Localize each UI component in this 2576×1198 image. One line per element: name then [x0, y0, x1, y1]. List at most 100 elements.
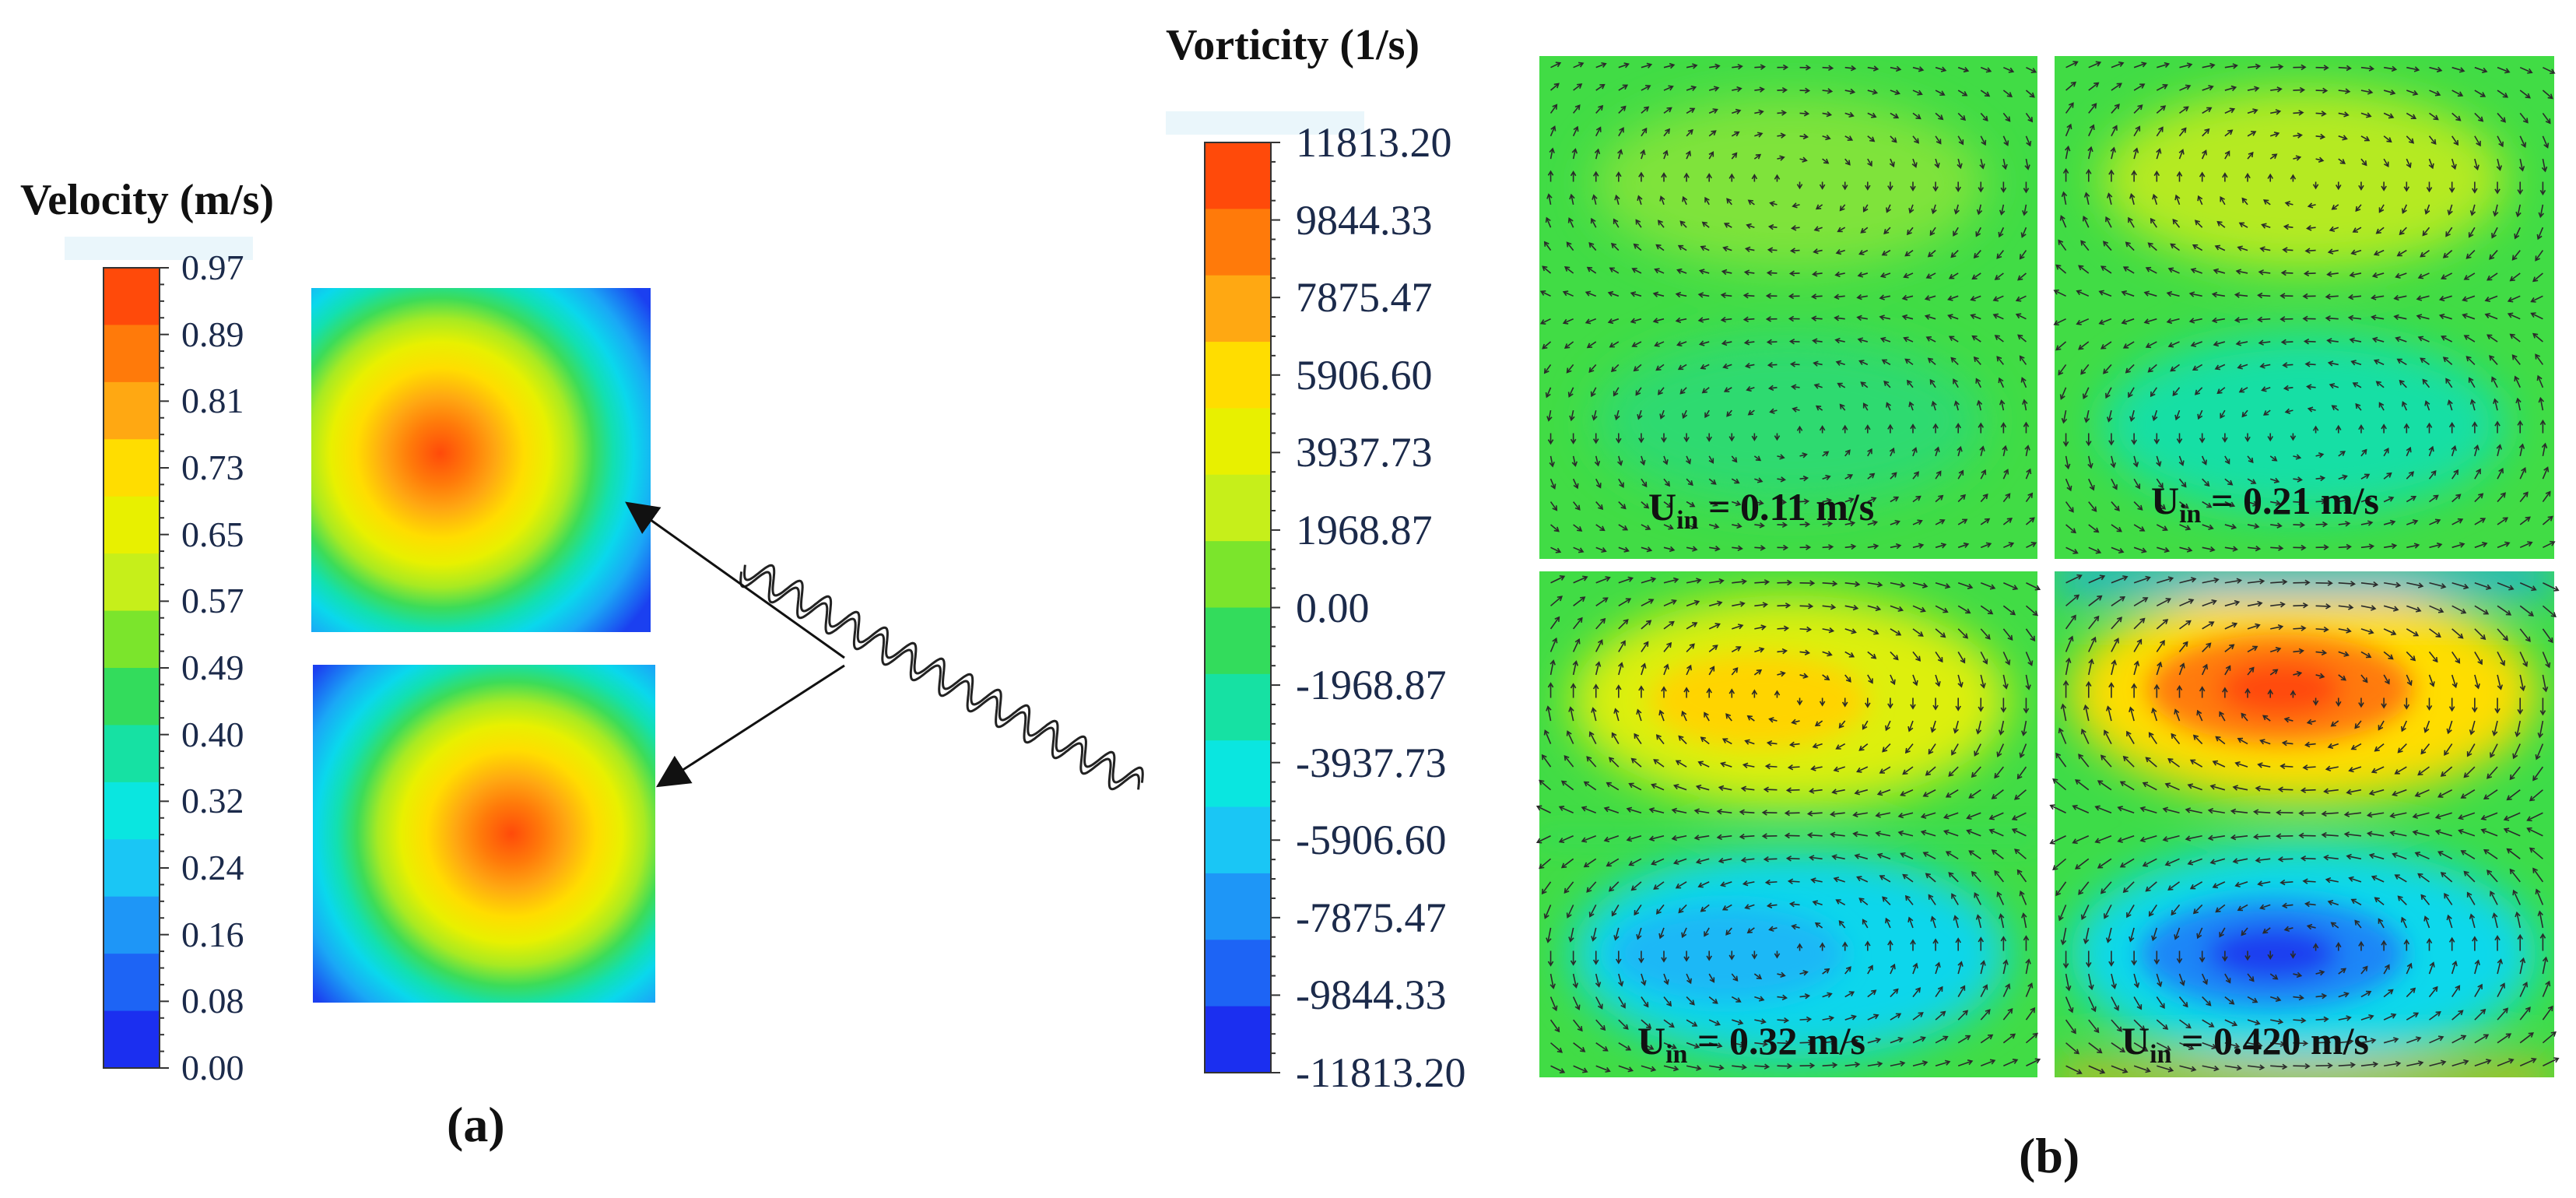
vector-arrow-head — [2234, 761, 2241, 768]
vector-arrow — [2374, 360, 2385, 366]
vector-arrow — [1618, 455, 1622, 465]
vector-arrow-head — [2480, 1008, 2487, 1014]
vector-arrow — [1980, 1009, 1991, 1021]
vector-arrow — [2209, 810, 2225, 814]
vector-arrow-head — [2230, 523, 2237, 530]
vector-arrow-head — [2151, 707, 2157, 714]
vector-arrow — [1999, 378, 2005, 388]
vector-arrow-head — [2346, 1015, 2352, 1021]
vector-arrow-head — [2241, 712, 2247, 718]
vector-arrow-head — [1708, 458, 1714, 464]
vector-arrow — [1686, 546, 1697, 550]
vector-arrow — [2515, 376, 2521, 388]
vector-arrow-head — [2213, 341, 2220, 347]
vector-arrow-head — [2142, 861, 2149, 867]
velocity-colorbar-swatch — [104, 610, 160, 669]
vector-arrow — [2429, 1036, 2444, 1044]
vector-arrow — [2002, 984, 2010, 997]
vector-arrow-head — [1541, 754, 1547, 761]
vector-arrow — [2144, 318, 2157, 324]
vector-arrow — [1935, 986, 1943, 998]
vector-arrow-head — [2335, 424, 2342, 430]
vector-arrow — [2236, 270, 2248, 274]
vector-arrow-head — [1558, 805, 1565, 811]
vector-arrow — [1859, 249, 1869, 255]
vector-arrow-head — [2483, 1034, 2490, 1040]
vector-arrow — [1708, 666, 1714, 676]
vector-arrow-head — [2020, 232, 2027, 238]
vector-arrow — [2448, 400, 2453, 411]
vector-arrow — [1631, 758, 1642, 768]
vector-arrow-head — [2085, 441, 2092, 447]
vector-arrow-head — [1545, 392, 1551, 399]
vector-arrow — [1708, 152, 1714, 160]
vector-arrow-head — [2255, 623, 2261, 629]
vector-arrow-head — [1734, 131, 1740, 137]
vector-arrow-head — [2537, 733, 2543, 739]
vector-arrow-head — [2273, 132, 2280, 138]
vector-arrow-head — [1811, 315, 1817, 321]
vector-arrow — [2329, 362, 2339, 366]
vector-arrow-head — [1666, 107, 1672, 113]
vector-arrow — [1608, 318, 1620, 323]
vector-arrow-head — [2529, 847, 2536, 853]
vector-arrow — [2231, 810, 2248, 814]
vector-arrow — [2402, 402, 2408, 411]
vector-arrow — [2133, 973, 2139, 988]
vector-arrow — [1634, 364, 1642, 371]
vector-arrow — [1683, 197, 1687, 206]
vector-arrow-head — [2019, 355, 2025, 361]
vector-arrow-head — [1692, 622, 1698, 627]
vector-arrow — [1732, 87, 1742, 91]
vector-arrow — [2202, 578, 2219, 584]
vector-arrow — [2519, 958, 2525, 975]
vector-arrow — [2058, 905, 2067, 921]
vector-arrow — [1686, 107, 1695, 114]
vector-arrow — [2305, 743, 2316, 746]
vector-arrow — [2050, 835, 2066, 845]
vector-arrow — [1708, 602, 1722, 607]
vector-arrow-head — [2267, 436, 2274, 442]
vector-arrow — [1885, 720, 1891, 731]
vector-arrow — [2406, 1012, 2419, 1021]
vector-arrow — [1858, 338, 1869, 343]
vector-arrow — [2133, 104, 2143, 114]
vector-arrow — [2438, 789, 2453, 798]
velocity-colorbar-swatch — [104, 1010, 160, 1069]
vector-arrow-head — [1549, 462, 1555, 468]
vector-arrow — [2516, 720, 2522, 736]
vector-arrow-head — [1911, 162, 1918, 168]
vector-arrow-head — [1787, 1063, 1793, 1070]
vector-arrow-head — [2529, 796, 2536, 802]
vector-arrow-head — [2492, 912, 2498, 919]
vector-arrow — [2471, 399, 2476, 411]
vector-arrow — [2140, 835, 2157, 841]
vector-arrow-head — [2209, 62, 2216, 69]
vector-arrow-head — [2267, 954, 2274, 960]
vector-arrow — [1686, 86, 1696, 91]
vector-arrow — [2167, 881, 2180, 891]
vector-arrow-head — [2071, 1028, 2076, 1035]
vector-arrow — [2126, 731, 2135, 744]
vector-arrow-head — [1897, 1037, 1904, 1043]
vector-arrow — [1809, 856, 1823, 860]
vector-arrow — [1699, 318, 1710, 321]
vector-arrow — [1980, 494, 1988, 503]
vector-arrow-head — [2458, 67, 2465, 73]
vector-arrow-head — [2492, 730, 2498, 736]
vector-arrow-head — [2304, 579, 2311, 586]
vector-arrow-head — [2188, 599, 2195, 604]
vector-arrow — [2188, 858, 2202, 865]
vector-arrow — [1700, 341, 1710, 346]
vector-arrow — [1719, 786, 1732, 791]
vector-arrow-head — [2352, 227, 2358, 233]
vector-arrow-head — [1539, 319, 1546, 325]
vector-arrow — [2146, 757, 2157, 768]
vector-arrow-head — [2158, 483, 2164, 489]
vector-arrow-head — [1728, 688, 1735, 694]
vector-arrow-head — [2258, 269, 2264, 276]
vector-arrow-head — [1625, 598, 1632, 603]
vector-arrow — [2360, 135, 2370, 142]
vector-arrow-head — [2278, 545, 2284, 551]
vector-arrow-head — [2304, 361, 2311, 367]
